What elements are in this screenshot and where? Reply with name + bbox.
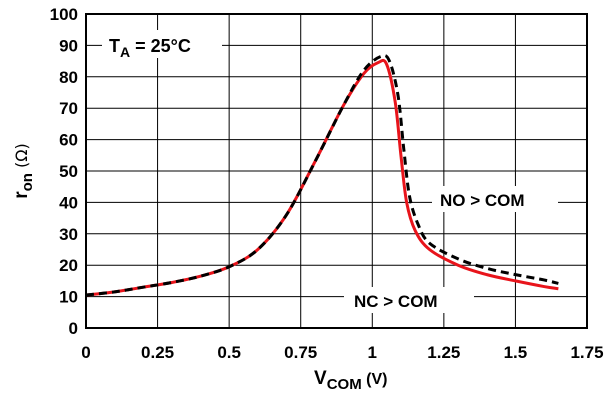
series-line-dashed <box>85 53 559 297</box>
x-tick-label: 1 <box>368 343 377 362</box>
temperature-annotation: TA = 25°C <box>109 36 191 60</box>
series-label-nc-background <box>344 287 474 313</box>
y-tick-label: 70 <box>59 99 78 118</box>
x-tick-labels: 0 0.25 0.5 0.75 1 1.25 1.5 1.75 <box>81 343 603 362</box>
x-tick-label: 1.25 <box>427 343 460 362</box>
y-tick-label: 30 <box>59 225 78 244</box>
y-tick-label: 20 <box>59 256 78 275</box>
x-tick-label: 1.75 <box>570 343 603 362</box>
x-tick-label: 0.5 <box>217 343 241 362</box>
series-label-nc-com: NC > COM <box>354 292 438 311</box>
x-tick-label: 1.5 <box>504 343 528 362</box>
y-tick-label: 90 <box>59 36 78 55</box>
y-tick-label: 100 <box>50 5 78 24</box>
y-tick-label: 50 <box>59 162 78 181</box>
series-label-no-com: NO > COM <box>440 191 525 210</box>
x-tick-label: 0.25 <box>141 343 174 362</box>
x-tick-label: 0 <box>81 343 90 362</box>
y-axis-label: ron (Ω) <box>11 143 36 199</box>
plot-frame <box>85 13 588 329</box>
series-label-no-background <box>432 186 558 212</box>
y-tick-label: 80 <box>59 68 78 87</box>
y-tick-labels: 0 10 20 30 40 50 60 70 80 90 100 <box>50 5 78 338</box>
y-tick-label: 10 <box>59 288 78 307</box>
x-axis-label: VCOM (V) <box>314 368 387 393</box>
annotation-background <box>102 30 222 58</box>
y-tick-label: 0 <box>69 319 78 338</box>
y-tick-label: 60 <box>59 131 78 150</box>
series-layer <box>85 53 559 297</box>
y-tick-label: 40 <box>59 193 78 212</box>
x-tick-label: 0.75 <box>284 343 317 362</box>
